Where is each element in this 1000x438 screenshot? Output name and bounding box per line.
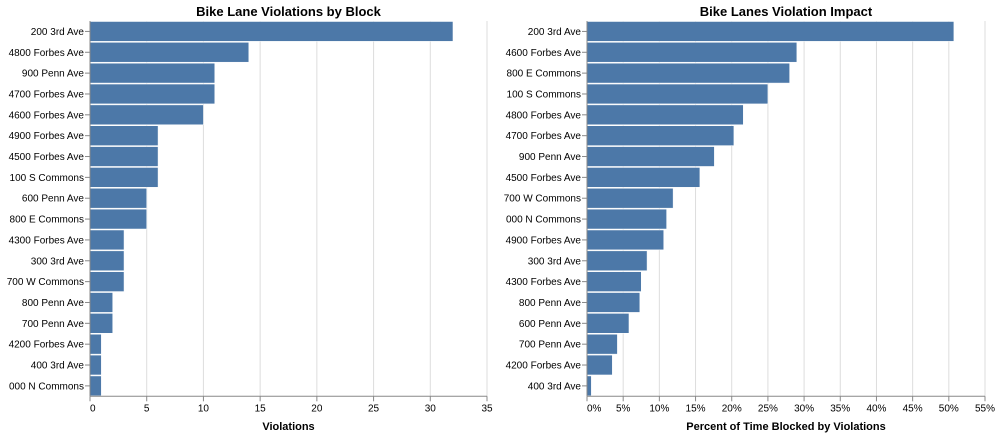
category-label: 900 Penn Ave bbox=[22, 69, 85, 80]
x-tick-label: 30% bbox=[794, 403, 814, 414]
bar bbox=[89, 83, 216, 105]
bar bbox=[586, 125, 735, 146]
x-tick-label: 10 bbox=[198, 403, 210, 414]
bar bbox=[586, 62, 790, 84]
chart-panel-violations: Bike Lane Violations by Block 0 5 10 15 20 25 3… bbox=[7, 4, 493, 433]
x-tick-label: 25 bbox=[368, 403, 380, 414]
bar bbox=[586, 21, 955, 42]
bar bbox=[586, 146, 715, 167]
bar bbox=[89, 250, 125, 271]
bar bbox=[89, 271, 125, 292]
category-label: 200 3rd Ave bbox=[31, 27, 85, 38]
bar bbox=[89, 375, 102, 397]
category-label: 4300 Forbes Ave bbox=[9, 235, 85, 246]
bar bbox=[89, 104, 204, 126]
chart-panel-impact: Bike Lanes Violation Impact 0% 5% 10% 15% 20%… bbox=[504, 4, 995, 433]
bar bbox=[586, 188, 674, 209]
x-tick-label: 5 bbox=[144, 403, 150, 414]
category-label: 800 E Commons bbox=[10, 215, 84, 226]
x-axis-title-violations: Violations bbox=[262, 421, 314, 433]
x-tick-label: 15% bbox=[686, 403, 706, 414]
bar bbox=[586, 313, 630, 334]
category-label: 700 W Commons bbox=[504, 194, 581, 205]
bar bbox=[586, 250, 648, 271]
x-tick-label: 20% bbox=[722, 403, 742, 414]
x-tick-label: 15 bbox=[255, 403, 267, 414]
category-label: 800 Penn Ave bbox=[22, 298, 85, 309]
category-label: 4800 Forbes Ave bbox=[9, 48, 85, 59]
bar bbox=[89, 292, 113, 313]
category-label: 4700 Forbes Ave bbox=[9, 89, 85, 100]
category-label: 4200 Forbes Ave bbox=[506, 361, 582, 372]
chart-title-violations: Bike Lane Violations by Block bbox=[196, 4, 381, 19]
bar bbox=[89, 354, 102, 376]
bar bbox=[89, 334, 102, 355]
x-tick-label: 0% bbox=[587, 403, 602, 414]
x-tick-label: 50% bbox=[939, 403, 959, 414]
category-label: 700 Penn Ave bbox=[22, 319, 85, 330]
bar bbox=[89, 21, 454, 42]
x-tick-label: 0 bbox=[90, 403, 96, 414]
x-tick-label: 45% bbox=[903, 403, 923, 414]
category-label: 600 Penn Ave bbox=[519, 319, 582, 330]
category-label: 4200 Forbes Ave bbox=[9, 340, 85, 351]
category-label: 400 3rd Ave bbox=[528, 381, 582, 392]
category-label: 900 Penn Ave bbox=[519, 152, 582, 163]
category-label: 4600 Forbes Ave bbox=[9, 110, 85, 121]
bar bbox=[586, 83, 769, 105]
category-label: 4700 Forbes Ave bbox=[506, 131, 582, 142]
category-label: 700 W Commons bbox=[7, 277, 84, 288]
bar bbox=[89, 42, 250, 63]
category-label: 4500 Forbes Ave bbox=[506, 173, 582, 184]
category-label: 4600 Forbes Ave bbox=[506, 48, 582, 59]
bar bbox=[89, 146, 159, 167]
bar bbox=[89, 62, 216, 84]
category-label: 800 E Commons bbox=[507, 69, 581, 80]
x-tick-label: 40% bbox=[866, 403, 886, 414]
category-label: 4500 Forbes Ave bbox=[9, 152, 85, 163]
category-label: 400 3rd Ave bbox=[31, 361, 85, 372]
x-tick-label: 10% bbox=[649, 403, 669, 414]
bar bbox=[89, 125, 159, 146]
bar bbox=[586, 167, 701, 188]
category-label: 200 3rd Ave bbox=[528, 27, 582, 38]
bar bbox=[586, 271, 642, 292]
bar bbox=[586, 354, 613, 376]
category-label: 300 3rd Ave bbox=[31, 256, 85, 267]
bar bbox=[586, 334, 618, 355]
x-axis-title-impact: Percent of Time Blocked by Violations bbox=[686, 421, 885, 433]
bar bbox=[586, 375, 592, 397]
bar bbox=[586, 292, 641, 313]
x-tick-label: 55% bbox=[975, 403, 995, 414]
category-label: 4300 Forbes Ave bbox=[506, 277, 582, 288]
bar bbox=[586, 229, 664, 251]
category-label: 000 N Commons bbox=[9, 381, 84, 392]
category-label: 4800 Forbes Ave bbox=[506, 110, 582, 121]
x-tick-label: 35% bbox=[830, 403, 850, 414]
bar bbox=[89, 229, 125, 251]
x-tick-label: 5% bbox=[616, 403, 631, 414]
x-tick-label: 35 bbox=[481, 403, 493, 414]
chart-title-impact: Bike Lanes Violation Impact bbox=[700, 4, 873, 19]
bar bbox=[89, 167, 159, 188]
bar bbox=[89, 188, 147, 209]
bar bbox=[89, 208, 147, 230]
category-label: 600 Penn Ave bbox=[22, 194, 85, 205]
category-label: 100 S Commons bbox=[507, 89, 581, 100]
category-label: 100 S Commons bbox=[10, 173, 84, 184]
bar bbox=[586, 104, 744, 126]
category-label: 800 Penn Ave bbox=[519, 298, 582, 309]
category-label: 4900 Forbes Ave bbox=[9, 131, 85, 142]
bar bbox=[586, 208, 667, 230]
category-label: 000 N Commons bbox=[506, 215, 581, 226]
category-label: 4900 Forbes Ave bbox=[506, 235, 582, 246]
category-label: 300 3rd Ave bbox=[528, 256, 582, 267]
bar bbox=[586, 42, 798, 63]
x-tick-label: 30 bbox=[425, 403, 437, 414]
x-tick-label: 20 bbox=[311, 403, 323, 414]
category-label: 700 Penn Ave bbox=[519, 340, 582, 351]
bar bbox=[89, 313, 113, 334]
x-tick-label: 25% bbox=[758, 403, 778, 414]
